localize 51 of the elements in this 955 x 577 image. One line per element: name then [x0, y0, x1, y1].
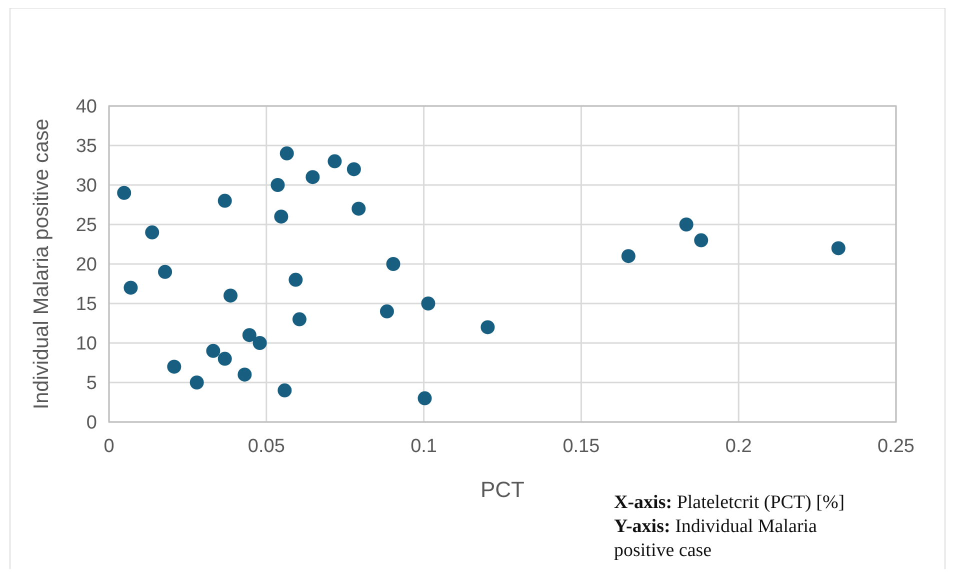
point	[224, 288, 238, 303]
point	[206, 344, 220, 358]
point	[167, 360, 182, 374]
y-tick-label: 30	[76, 176, 97, 197]
point	[242, 328, 256, 342]
text: Y-axis: Individual Malaria positive case	[614, 516, 818, 561]
y-tick-label: 40	[76, 96, 97, 118]
point	[190, 376, 204, 390]
point	[117, 186, 132, 200]
point	[352, 202, 366, 216]
point	[280, 146, 294, 160]
point	[288, 272, 303, 287]
point	[831, 241, 846, 256]
y-tick-label: 0	[86, 412, 97, 434]
point	[306, 170, 320, 184]
point	[218, 352, 232, 366]
text: X-axis: Plateletcrit (PCT) [%]	[614, 492, 845, 513]
x-tick-label: 0	[104, 436, 114, 457]
y-tick-label: 35	[76, 136, 97, 158]
point	[270, 178, 285, 192]
point	[218, 194, 232, 208]
y-tick-label: 20	[76, 254, 97, 276]
y-tick-label: 5	[86, 373, 97, 394]
y-tick-label: 10	[76, 334, 97, 355]
point	[386, 257, 400, 271]
y-axis-title: Individual Malaria positive case	[30, 118, 53, 410]
x-tick-label: 0.1	[410, 436, 438, 457]
point	[328, 154, 342, 168]
y-tick-label: 15	[76, 294, 97, 316]
point	[238, 368, 252, 382]
y-tick-label: 25	[76, 215, 97, 236]
point	[292, 312, 306, 326]
x-tick-label: 0.2	[725, 436, 752, 457]
point	[278, 383, 292, 398]
point	[621, 249, 636, 264]
point	[418, 391, 432, 406]
point	[346, 162, 361, 176]
point	[679, 218, 694, 232]
x-tick-label: 0.25	[878, 436, 914, 457]
point	[252, 336, 267, 350]
point	[694, 233, 708, 248]
x-tick-label: 0.15	[562, 436, 600, 457]
point	[421, 296, 436, 310]
point	[145, 225, 160, 240]
point	[124, 280, 138, 295]
point	[480, 320, 495, 334]
point	[380, 304, 394, 318]
point	[158, 264, 172, 279]
x-tick-label: 0.05	[248, 436, 285, 457]
x-axis-title: PCT	[480, 477, 524, 502]
point	[274, 210, 288, 224]
